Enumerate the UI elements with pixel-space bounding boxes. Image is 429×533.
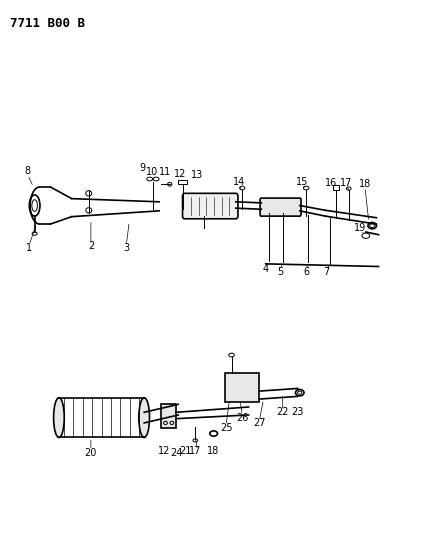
Text: 18: 18: [207, 446, 219, 456]
Text: 15: 15: [296, 176, 308, 187]
Text: 24: 24: [170, 448, 182, 458]
Bar: [161, 405, 176, 428]
Text: 1: 1: [26, 243, 32, 253]
Text: 14: 14: [233, 176, 245, 187]
Text: 22: 22: [276, 407, 289, 417]
Bar: [225, 373, 259, 402]
Text: 7711 B00 B: 7711 B00 B: [10, 17, 85, 30]
Text: 7: 7: [323, 267, 330, 277]
Text: 21: 21: [179, 446, 192, 456]
Text: 19: 19: [354, 223, 366, 233]
Text: 20: 20: [85, 448, 97, 458]
Text: 2: 2: [88, 241, 94, 252]
Text: 6: 6: [303, 267, 309, 277]
Text: 17: 17: [189, 446, 202, 456]
Text: 27: 27: [253, 418, 266, 428]
Text: 8: 8: [25, 166, 31, 176]
Bar: [178, 180, 187, 184]
Text: 10: 10: [146, 167, 158, 177]
FancyBboxPatch shape: [182, 193, 238, 219]
Text: 26: 26: [236, 413, 248, 423]
Text: 11: 11: [159, 167, 172, 177]
Text: 12: 12: [158, 446, 170, 456]
Text: 4: 4: [263, 264, 269, 274]
Text: 18: 18: [359, 179, 371, 189]
Text: 17: 17: [340, 177, 352, 188]
Bar: [333, 185, 339, 190]
Text: 9: 9: [139, 164, 145, 173]
Text: 16: 16: [325, 177, 337, 188]
Text: 5: 5: [278, 267, 284, 277]
Text: 23: 23: [291, 407, 304, 417]
Text: 12: 12: [174, 169, 187, 179]
Ellipse shape: [139, 398, 149, 438]
Text: 25: 25: [220, 423, 232, 433]
Text: 3: 3: [123, 243, 129, 253]
Ellipse shape: [32, 232, 37, 235]
FancyBboxPatch shape: [260, 198, 301, 216]
Ellipse shape: [54, 398, 64, 438]
Text: 13: 13: [191, 171, 204, 180]
